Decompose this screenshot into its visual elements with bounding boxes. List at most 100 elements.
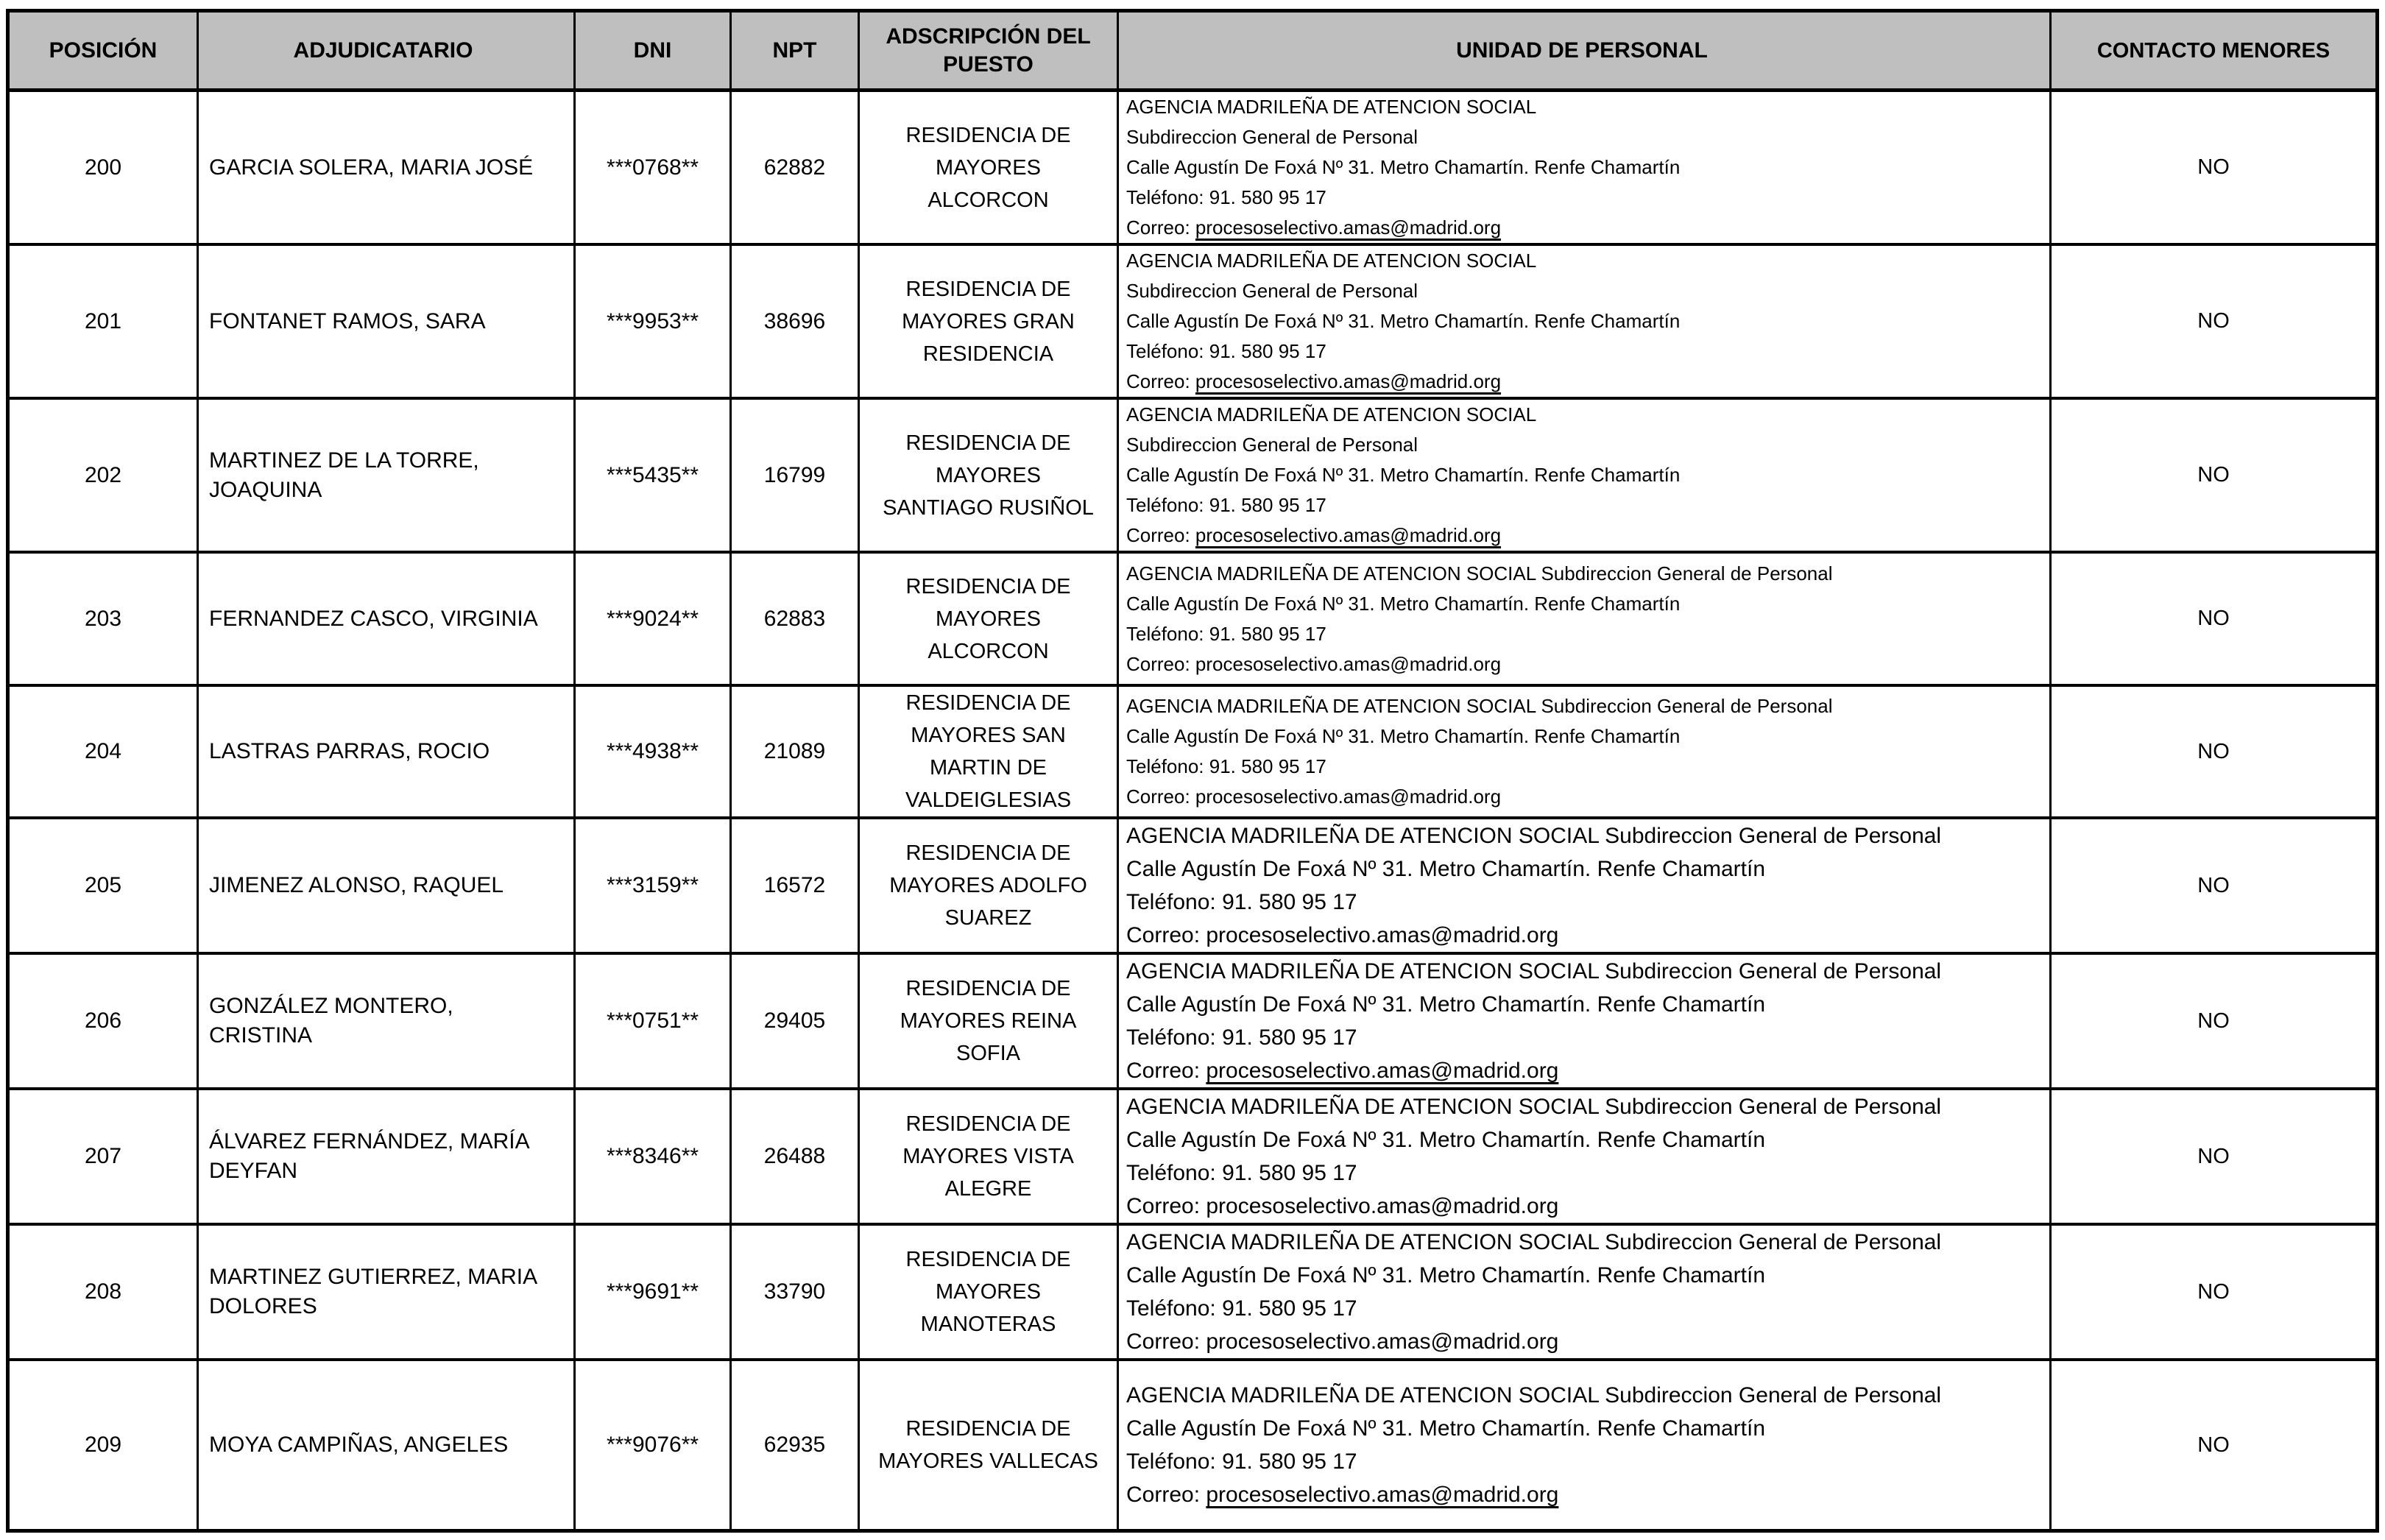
correo-label: Correo:	[1126, 1059, 1206, 1083]
correo-line: Correo: procesoselectivo.amas@madrid.org	[1126, 649, 1501, 679]
header-contacto-menores: CONTACTO MENORES	[2096, 38, 2331, 63]
header-adjudicatario: ADJUDICATARIO	[199, 13, 576, 88]
unidad-lines: AGENCIA MADRILEÑA DE ATENCION SOCIAL Sub…	[1126, 403, 1681, 516]
unidad-lines: AGENCIA MADRILEÑA DE ATENCION SOCIAL Sub…	[1126, 250, 1681, 362]
email-link: procesoselectivo.amas@madrid.org	[1195, 785, 1502, 808]
contacto-menores-cell: NO	[2197, 607, 2230, 630]
posicion-cell: 204	[10, 687, 199, 816]
contacto-menores-cell: NO	[2197, 155, 2230, 179]
adscripcion-cell: RESIDENCIA DE MAYORES REINA SOFIA	[860, 955, 1119, 1087]
contacto-menores-cell: NO	[2197, 1433, 2230, 1457]
email-link[interactable]: procesoselectivo.amas@madrid.org	[1206, 1483, 1559, 1507]
contacto-menores-cell: NO	[2197, 463, 2230, 487]
adscripcion-cell: RESIDENCIA DE MAYORES ADOLFO SUAREZ	[860, 819, 1119, 952]
npt-cell: 16799	[732, 400, 860, 551]
adjudicatario-cell: GARCIA SOLERA, MARIA JOSÉ	[199, 92, 576, 243]
dni-cell: ***4938**	[576, 687, 732, 816]
correo-label: Correo:	[1126, 524, 1195, 546]
posicion-cell: 205	[10, 819, 199, 952]
email-link[interactable]: procesoselectivo.amas@madrid.org	[1206, 1059, 1559, 1083]
correo-line: Correo: procesoselectivo.amas@madrid.org	[1126, 782, 1501, 812]
table-row: 204 LASTRAS PARRAS, ROCIO ***4938** 2108…	[10, 687, 2375, 819]
email-link: procesoselectivo.amas@madrid.org	[1206, 923, 1559, 947]
unidad-lines: AGENCIA MADRILEÑA DE ATENCION SOCIAL Sub…	[1126, 1230, 1942, 1321]
posicion-cell: 206	[10, 955, 199, 1087]
table-row: 205 JIMENEZ ALONSO, RAQUEL ***3159** 165…	[10, 819, 2375, 955]
correo-label: Correo:	[1126, 785, 1195, 808]
table-row: 202 MARTINEZ DE LA TORRE, JOAQUINA ***54…	[10, 400, 2375, 554]
npt-cell: 26488	[732, 1090, 860, 1223]
contacto-menores-cell: NO	[2197, 1144, 2230, 1168]
header-adscripcion: ADSCRIPCIÓN DEL PUESTO	[860, 13, 1119, 88]
adjudicatario-cell: ÁLVAREZ FERNÁNDEZ, MARÍA DEYFAN	[199, 1090, 576, 1223]
correo-line: Correo: procesoselectivo.amas@madrid.org	[1126, 520, 1501, 551]
npt-cell: 16572	[732, 819, 860, 952]
dni-cell: ***9953**	[576, 246, 732, 397]
adscripcion-cell: RESIDENCIA DE MAYORES ALCORCON	[860, 92, 1119, 243]
adjudicatario-cell: MARTINEZ GUTIERREZ, MARIA DOLORES	[199, 1226, 576, 1358]
correo-line: Correo: procesoselectivo.amas@madrid.org	[1126, 367, 1501, 397]
adjudicatario-cell: FONTANET RAMOS, SARA	[199, 246, 576, 397]
table-row: 200 GARCIA SOLERA, MARIA JOSÉ ***0768** …	[10, 92, 2375, 246]
contacto-menores-cell: NO	[2197, 309, 2230, 333]
adscripcion-cell: RESIDENCIA DE MAYORES MANOTERAS	[860, 1226, 1119, 1358]
posicion-cell: 209	[10, 1361, 199, 1529]
correo-label: Correo:	[1126, 652, 1195, 675]
unidad-cell: AGENCIA MADRILEÑA DE ATENCION SOCIAL Sub…	[1119, 1226, 2052, 1358]
correo-label: Correo:	[1126, 216, 1195, 239]
correo-label: Correo:	[1126, 1329, 1206, 1354]
dni-cell: ***0751**	[576, 955, 732, 1087]
correo-line: Correo: procesoselectivo.amas@madrid.org	[1126, 919, 1558, 952]
dni-cell: ***8346**	[576, 1090, 732, 1223]
unidad-cell: AGENCIA MADRILEÑA DE ATENCION SOCIAL Sub…	[1119, 955, 2052, 1087]
contacto-menores-cell: NO	[2197, 1009, 2230, 1033]
npt-cell: 21089	[732, 687, 860, 816]
adjudicatarios-table: POSICIÓN ADJUDICATARIO DNI NPT ADSCRIPCI…	[6, 9, 2379, 1533]
table-row: 209 MOYA CAMPIÑAS, ANGELES ***9076** 629…	[10, 1361, 2375, 1529]
table-row: 201 FONTANET RAMOS, SARA ***9953** 38696…	[10, 246, 2375, 400]
npt-cell: 62935	[732, 1361, 860, 1529]
correo-line: Correo: procesoselectivo.amas@madrid.org	[1126, 1325, 1558, 1358]
posicion-cell: 207	[10, 1090, 199, 1223]
table-row: 206 GONZÁLEZ MONTERO, CRISTINA ***0751**…	[10, 955, 2375, 1090]
unidad-cell: AGENCIA MADRILEÑA DE ATENCION SOCIAL Sub…	[1119, 687, 2052, 816]
posicion-cell: 203	[10, 554, 199, 684]
correo-label: Correo:	[1126, 1483, 1206, 1507]
unidad-lines: AGENCIA MADRILEÑA DE ATENCION SOCIAL Sub…	[1126, 1383, 1942, 1474]
email-link: procesoselectivo.amas@madrid.org	[1206, 1329, 1559, 1354]
posicion-cell: 208	[10, 1226, 199, 1358]
correo-line: Correo: procesoselectivo.amas@madrid.org	[1126, 1478, 1558, 1511]
email-link[interactable]: procesoselectivo.amas@madrid.org	[1195, 524, 1502, 546]
header-posicion: POSICIÓN	[10, 13, 199, 88]
header-npt: NPT	[732, 13, 860, 88]
email-link: procesoselectivo.amas@madrid.org	[1195, 652, 1502, 675]
dni-cell: ***9691**	[576, 1226, 732, 1358]
unidad-cell: AGENCIA MADRILEÑA DE ATENCION SOCIAL Sub…	[1119, 819, 2052, 952]
adscripcion-cell: RESIDENCIA DE MAYORES GRAN RESIDENCIA	[860, 246, 1119, 397]
unidad-lines: AGENCIA MADRILEÑA DE ATENCION SOCIAL Sub…	[1126, 824, 1942, 914]
table-row: 203 FERNANDEZ CASCO, VIRGINIA ***9024** …	[10, 554, 2375, 687]
adjudicatario-cell: FERNANDEZ CASCO, VIRGINIA	[199, 554, 576, 684]
unidad-cell: AGENCIA MADRILEÑA DE ATENCION SOCIAL Sub…	[1119, 1090, 2052, 1223]
dni-cell: ***3159**	[576, 819, 732, 952]
unidad-cell: AGENCIA MADRILEÑA DE ATENCION SOCIAL Sub…	[1119, 92, 2052, 243]
dni-cell: ***9076**	[576, 1361, 732, 1529]
adscripcion-cell: RESIDENCIA DE MAYORES VALLECAS	[860, 1361, 1119, 1529]
adjudicatario-cell: MOYA CAMPIÑAS, ANGELES	[199, 1361, 576, 1529]
contacto-menores-cell: NO	[2197, 739, 2230, 763]
adjudicatario-cell: JIMENEZ ALONSO, RAQUEL	[199, 819, 576, 952]
adscripcion-cell: RESIDENCIA DE MAYORES VISTA ALEGRE	[860, 1090, 1119, 1223]
npt-cell: 38696	[732, 246, 860, 397]
unidad-cell: AGENCIA MADRILEÑA DE ATENCION SOCIAL Sub…	[1119, 1361, 2052, 1529]
email-link[interactable]: procesoselectivo.amas@madrid.org	[1195, 370, 1502, 392]
adjudicatario-cell: MARTINEZ DE LA TORRE, JOAQUINA	[199, 400, 576, 551]
header-unidad: UNIDAD DE PERSONAL	[1119, 13, 2052, 88]
unidad-cell: AGENCIA MADRILEÑA DE ATENCION SOCIAL Sub…	[1119, 400, 2052, 551]
contacto-menores-cell: NO	[2197, 873, 2230, 897]
email-link[interactable]: procesoselectivo.amas@madrid.org	[1195, 216, 1502, 239]
dni-cell: ***5435**	[576, 400, 732, 551]
unidad-lines: AGENCIA MADRILEÑA DE ATENCION SOCIAL Sub…	[1126, 1095, 1942, 1185]
correo-line: Correo: procesoselectivo.amas@madrid.org	[1126, 213, 1501, 243]
npt-cell: 62883	[732, 554, 860, 684]
unidad-lines: AGENCIA MADRILEÑA DE ATENCION SOCIAL Sub…	[1126, 959, 1942, 1050]
